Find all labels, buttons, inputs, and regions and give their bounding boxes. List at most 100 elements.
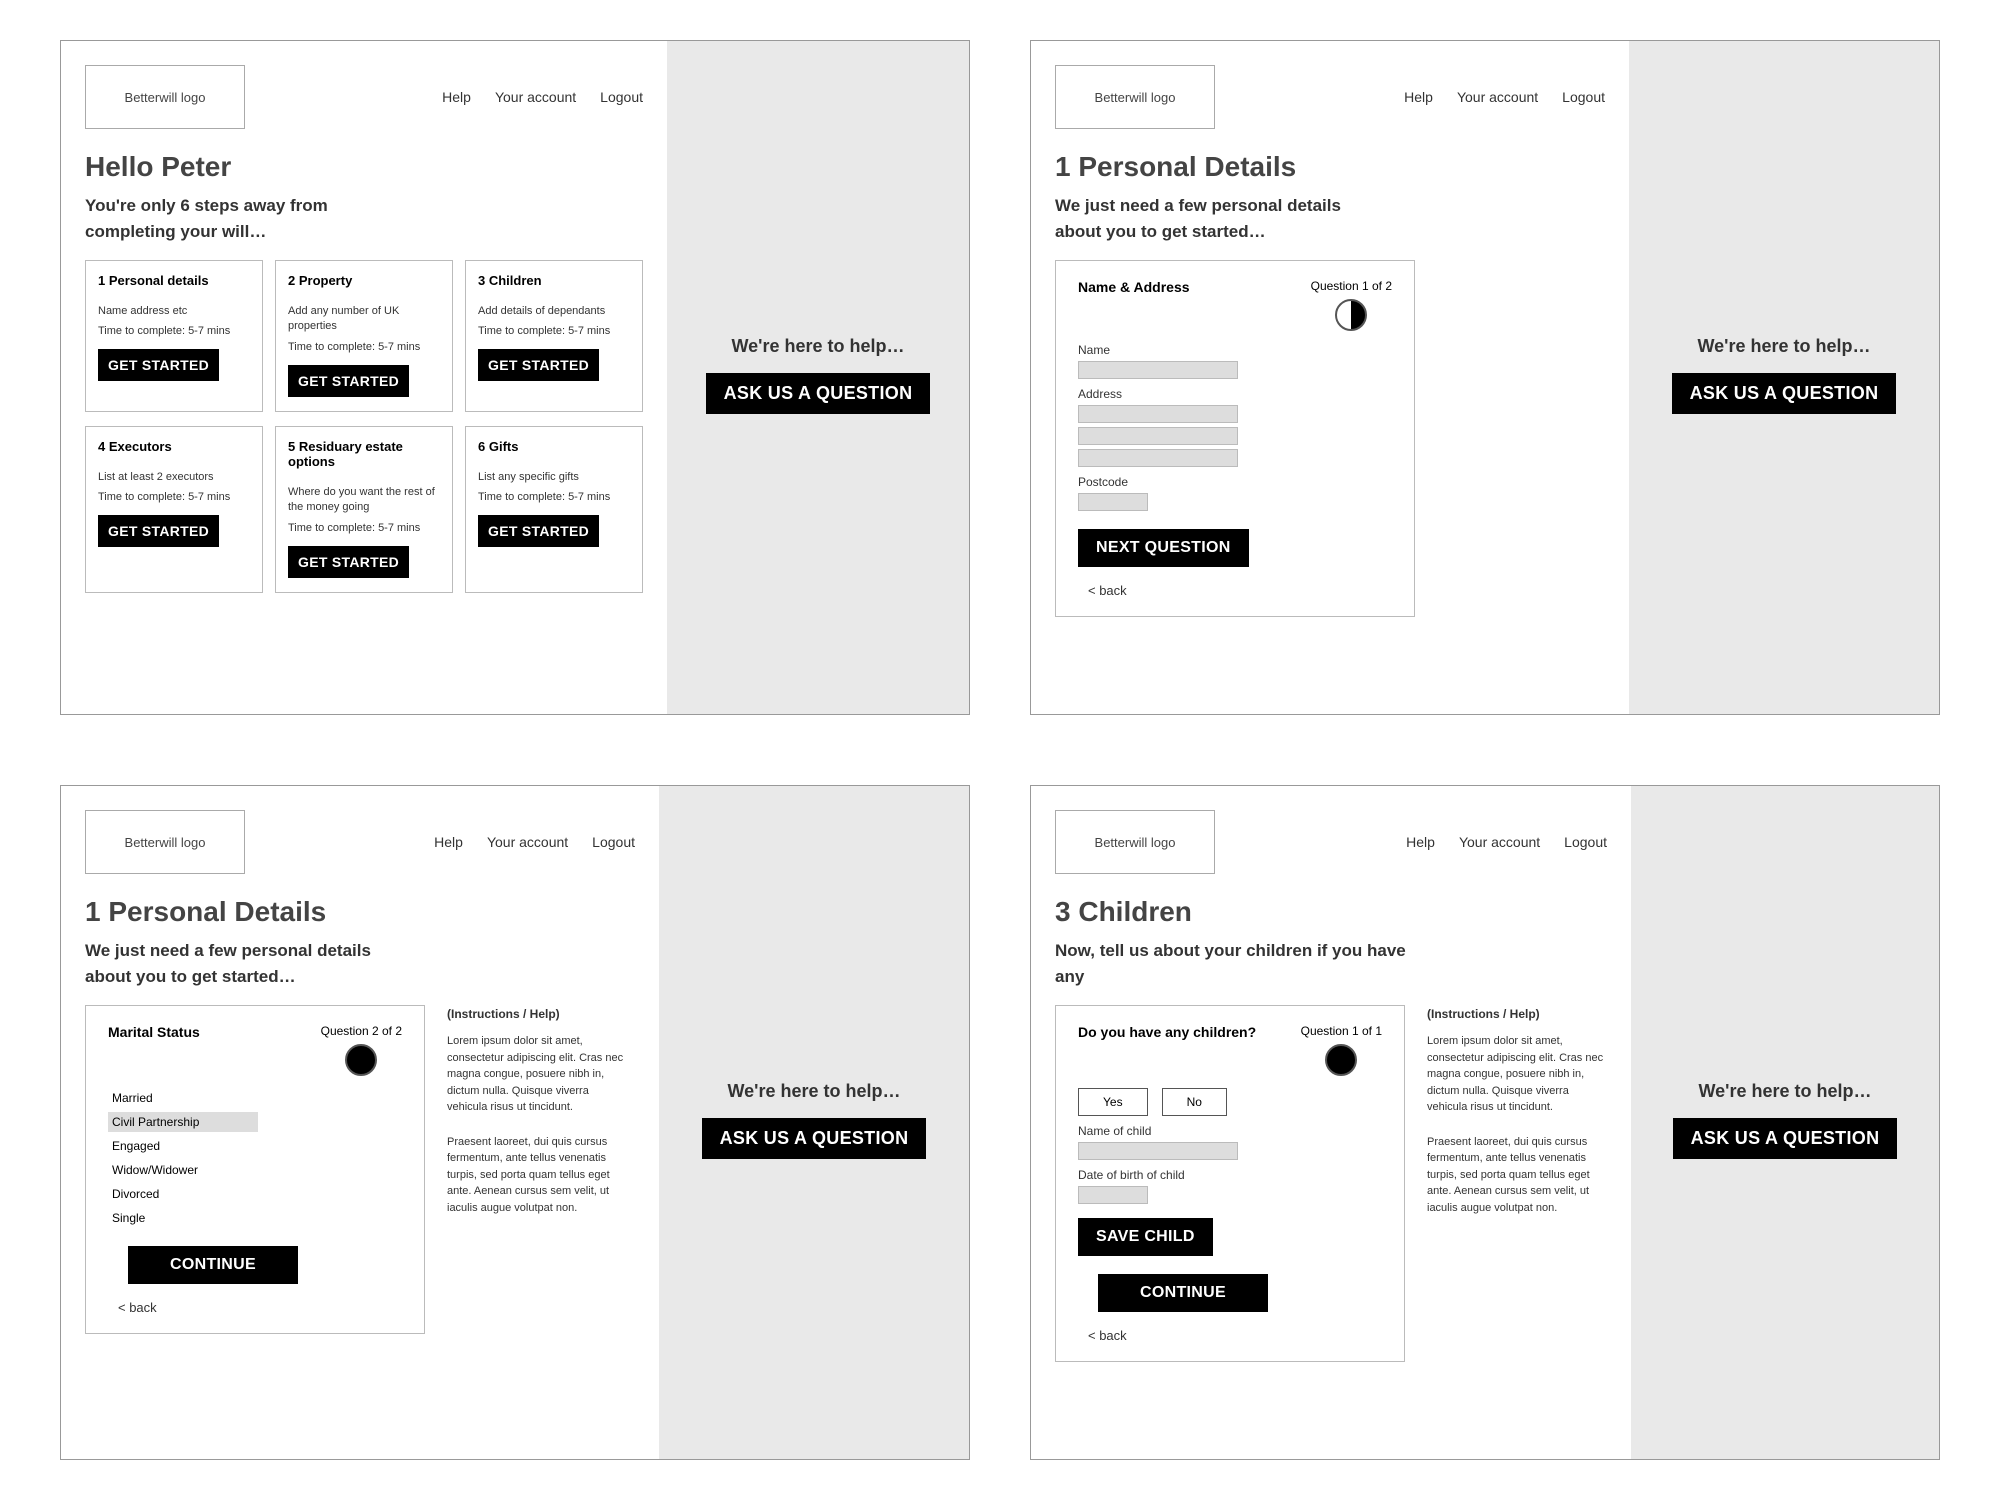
- nav-account[interactable]: Your account: [487, 834, 568, 850]
- nav-logout[interactable]: Logout: [600, 89, 643, 105]
- get-started-button[interactable]: GET STARTED: [288, 365, 409, 397]
- name-input[interactable]: [1078, 361, 1238, 379]
- card-desc: Name address etc: [98, 304, 250, 319]
- help-label: We're here to help…: [728, 1081, 901, 1102]
- section-subtitle: We just need a few personal details abou…: [85, 938, 405, 989]
- help-label: We're here to help…: [732, 336, 905, 357]
- marital-option[interactable]: Single: [108, 1208, 402, 1228]
- top-nav: Help Your account Logout: [434, 834, 635, 850]
- marital-option[interactable]: Civil Partnership: [108, 1112, 258, 1132]
- nav-help[interactable]: Help: [1406, 834, 1435, 850]
- next-question-button[interactable]: NEXT QUESTION: [1078, 529, 1249, 567]
- help-sidebar: We're here to help… ASK US A QUESTION: [667, 41, 969, 714]
- ask-question-button[interactable]: ASK US A QUESTION: [706, 373, 931, 414]
- nav-account[interactable]: Your account: [495, 89, 576, 105]
- card-desc: List any specific gifts: [478, 470, 630, 485]
- frame-personal-q2: Betterwill logo Help Your account Logout…: [60, 785, 970, 1460]
- section-heading: 3 Children: [1055, 896, 1607, 928]
- card-time: Time to complete: 5-7 mins: [288, 522, 440, 534]
- card-title: 4 Executors: [98, 439, 250, 454]
- help-sidebar: We're here to help… ASK US A QUESTION: [659, 786, 969, 1459]
- dashboard-subtitle: You're only 6 steps away from completing…: [85, 193, 405, 244]
- progress-circle-icon: [1335, 299, 1367, 331]
- instructions-p2: Praesent laoreet, dui quis cursus fermen…: [1427, 1134, 1607, 1217]
- logo-text: Betterwill logo: [1095, 90, 1176, 105]
- ask-question-button[interactable]: ASK US A QUESTION: [1673, 1118, 1898, 1159]
- instructions-p1: Lorem ipsum dolor sit amet, consectetur …: [447, 1033, 627, 1116]
- address-line3-input[interactable]: [1078, 449, 1238, 467]
- instructions-panel: (Instructions / Help) Lorem ipsum dolor …: [1427, 1005, 1607, 1234]
- step-cards: 1 Personal details Name address etc Time…: [85, 260, 643, 593]
- back-link[interactable]: < back: [118, 1300, 402, 1315]
- get-started-button[interactable]: GET STARTED: [98, 349, 219, 381]
- card-title: 3 Children: [478, 273, 630, 288]
- card-executors: 4 Executors List at least 2 executors Ti…: [85, 426, 263, 593]
- continue-button[interactable]: CONTINUE: [128, 1246, 298, 1284]
- card-title: 6 Gifts: [478, 439, 630, 454]
- frame-personal-q1: Betterwill logo Help Your account Logout…: [1030, 40, 1940, 715]
- get-started-button[interactable]: GET STARTED: [288, 546, 409, 578]
- get-started-button[interactable]: GET STARTED: [478, 349, 599, 381]
- help-sidebar: We're here to help… ASK US A QUESTION: [1629, 41, 1939, 714]
- logo-text: Betterwill logo: [125, 90, 206, 105]
- question-panel: Marital Status Question 2 of 2 Married C…: [85, 1005, 425, 1334]
- get-started-button[interactable]: GET STARTED: [478, 515, 599, 547]
- postcode-input[interactable]: [1078, 493, 1148, 511]
- nav-logout[interactable]: Logout: [1564, 834, 1607, 850]
- address-label: Address: [1078, 387, 1392, 401]
- panel-title: Name & Address: [1078, 279, 1190, 295]
- continue-button[interactable]: CONTINUE: [1098, 1274, 1268, 1312]
- logo-text: Betterwill logo: [125, 835, 206, 850]
- nav-help[interactable]: Help: [1404, 89, 1433, 105]
- logo[interactable]: Betterwill logo: [85, 65, 245, 129]
- header: Betterwill logo Help Your account Logout: [85, 810, 635, 874]
- logo[interactable]: Betterwill logo: [1055, 65, 1215, 129]
- section-heading: 1 Personal Details: [85, 896, 635, 928]
- nav-help[interactable]: Help: [434, 834, 463, 850]
- address-line2-input[interactable]: [1078, 427, 1238, 445]
- marital-option[interactable]: Widow/Widower: [108, 1160, 402, 1180]
- card-time: Time to complete: 5-7 mins: [478, 491, 630, 503]
- child-name-input[interactable]: [1078, 1142, 1238, 1160]
- address-line1-input[interactable]: [1078, 405, 1238, 423]
- marital-option[interactable]: Divorced: [108, 1184, 402, 1204]
- nav-logout[interactable]: Logout: [592, 834, 635, 850]
- child-dob-input[interactable]: [1078, 1186, 1148, 1204]
- get-started-button[interactable]: GET STARTED: [98, 515, 219, 547]
- postcode-label: Postcode: [1078, 475, 1392, 489]
- help-label: We're here to help…: [1699, 1081, 1872, 1102]
- back-link[interactable]: < back: [1088, 583, 1392, 598]
- yes-button[interactable]: Yes: [1078, 1088, 1148, 1116]
- question-counter: Question 2 of 2: [321, 1024, 402, 1038]
- logo[interactable]: Betterwill logo: [1055, 810, 1215, 874]
- question-counter: Question 1 of 2: [1311, 279, 1392, 293]
- nav-logout[interactable]: Logout: [1562, 89, 1605, 105]
- marital-option[interactable]: Married: [108, 1088, 402, 1108]
- marital-option[interactable]: Engaged: [108, 1136, 402, 1156]
- card-time: Time to complete: 5-7 mins: [98, 491, 250, 503]
- instructions-p2: Praesent laoreet, dui quis cursus fermen…: [447, 1134, 627, 1217]
- back-link[interactable]: < back: [1088, 1328, 1382, 1343]
- section-heading: 1 Personal Details: [1055, 151, 1605, 183]
- progress-circle-icon: [1325, 1044, 1357, 1076]
- section-subtitle: We just need a few personal details abou…: [1055, 193, 1375, 244]
- header: Betterwill logo Help Your account Logout: [1055, 810, 1607, 874]
- nav-help[interactable]: Help: [442, 89, 471, 105]
- save-child-button[interactable]: SAVE CHILD: [1078, 1218, 1213, 1256]
- ask-question-button[interactable]: ASK US A QUESTION: [702, 1118, 927, 1159]
- no-button[interactable]: No: [1162, 1088, 1227, 1116]
- card-property: 2 Property Add any number of UK properti…: [275, 260, 453, 412]
- nav-account[interactable]: Your account: [1457, 89, 1538, 105]
- section-subtitle: Now, tell us about your children if you …: [1055, 938, 1415, 989]
- instructions-title: (Instructions / Help): [447, 1005, 627, 1023]
- frame-dashboard: Betterwill logo Help Your account Logout…: [60, 40, 970, 715]
- header: Betterwill logo Help Your account Logout: [1055, 65, 1605, 129]
- logo[interactable]: Betterwill logo: [85, 810, 245, 874]
- ask-question-button[interactable]: ASK US A QUESTION: [1672, 373, 1897, 414]
- nav-account[interactable]: Your account: [1459, 834, 1540, 850]
- card-time: Time to complete: 5-7 mins: [98, 325, 250, 337]
- name-label: Name: [1078, 343, 1392, 357]
- card-children: 3 Children Add details of dependants Tim…: [465, 260, 643, 412]
- card-title: 1 Personal details: [98, 273, 250, 288]
- instructions-panel: (Instructions / Help) Lorem ipsum dolor …: [447, 1005, 627, 1234]
